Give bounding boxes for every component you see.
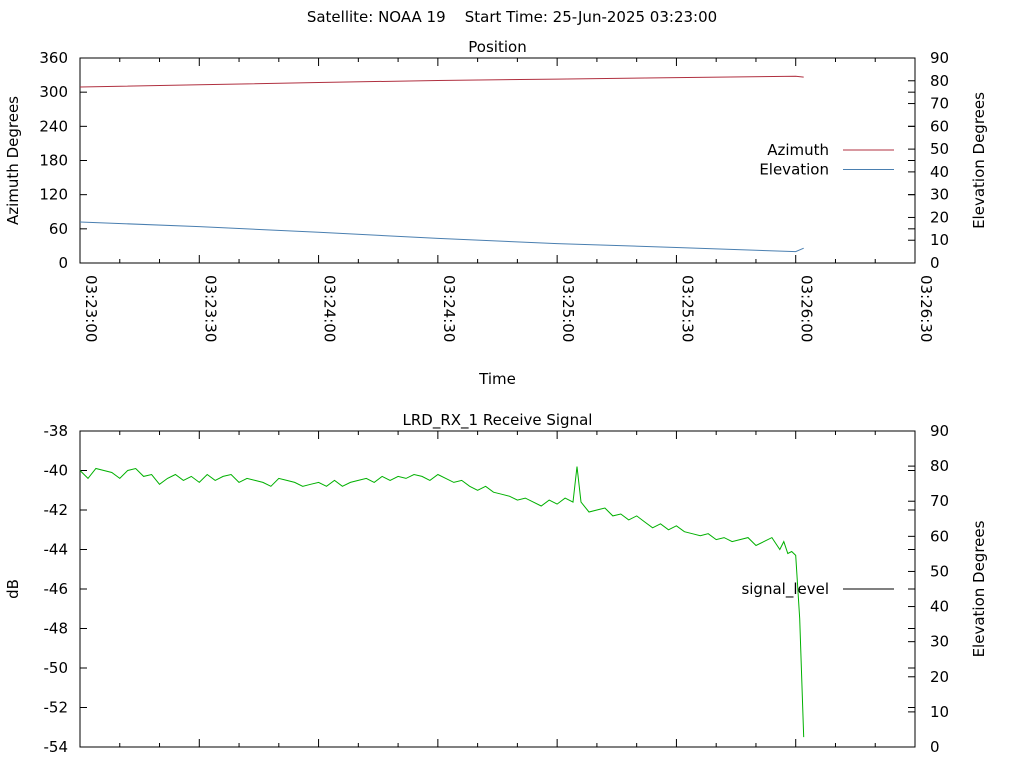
y-tick-label: 240 (39, 117, 68, 135)
series-line-azimuth (79, 75, 804, 88)
y-tick-label: 360 (39, 49, 68, 67)
y-tick-label: -40 (44, 462, 69, 480)
y2-tick-label: 50 (930, 562, 949, 580)
y2-tick-label: 20 (930, 208, 949, 226)
y2-axis-label: Elevation Degrees (970, 92, 988, 229)
y-tick-label: -44 (44, 541, 69, 559)
y-tick-label: -54 (44, 738, 69, 756)
y2-tick-label: 10 (930, 231, 949, 249)
start-time-label: Start Time: 25-Jun-2025 03:23:00 (464, 8, 718, 26)
y2-tick-label: 10 (930, 703, 949, 721)
series-line-signal-level (79, 466, 805, 738)
page-title: Satellite: NOAA 19 Start Time: 25-Jun-20… (0, 8, 1024, 26)
x-tick-label: 03:23:30 (201, 275, 219, 342)
y2-tick-label: 60 (930, 117, 949, 135)
y-tick-label: 120 (39, 186, 68, 204)
y2-tick-label: 90 (930, 422, 949, 440)
signal-chart: LRD_RX_1 Receive Signal -38 -40 -42 -44 -46 -4… (4, 411, 988, 756)
y2-tick-label: 40 (930, 598, 949, 616)
x-tick-label: 03:26:30 (917, 275, 935, 342)
series-line-elevation (79, 221, 804, 253)
y2-tick-label: 60 (930, 527, 949, 545)
y-tick-label: 0 (58, 254, 68, 272)
y-tick-label: -52 (44, 699, 69, 717)
y-tick-label: 180 (39, 152, 68, 170)
y2-tick-label: 20 (930, 668, 949, 686)
y-axis-label: Azimuth Degrees (4, 96, 22, 225)
y-tick-label: -46 (44, 580, 69, 598)
x-tick-label: 03:23:00 (82, 275, 100, 342)
y2-tick-label: 40 (930, 163, 949, 181)
y2-tick-label: 30 (930, 633, 949, 651)
chart-title: Position (468, 38, 526, 56)
x-tick-label: 03:25:00 (559, 275, 577, 342)
y-axis-label: dB (4, 579, 22, 599)
y2-tick-label: 80 (930, 457, 949, 475)
x-tick-label: 03:26:00 (798, 275, 816, 342)
legend-label: signal_level (741, 580, 829, 599)
y2-tick-label: 30 (930, 186, 949, 204)
y2-tick-label: 70 (930, 95, 949, 113)
x-tick-label: 03:24:30 (440, 275, 458, 342)
y-tick-label: -48 (44, 620, 69, 638)
y-tick-label: -38 (44, 422, 69, 440)
y2-tick-label: 70 (930, 492, 949, 510)
y-tick-label: -42 (44, 501, 69, 519)
legend-label: Azimuth (767, 141, 829, 159)
legend-label: Elevation (759, 161, 829, 179)
x-axis-label: Time (478, 370, 516, 388)
y2-tick-label: 0 (930, 738, 940, 756)
x-tick-label: 03:24:00 (321, 275, 339, 342)
y2-tick-label: 80 (930, 72, 949, 90)
y2-tick-label: 0 (930, 254, 940, 272)
chart-title: LRD_RX_1 Receive Signal (403, 411, 593, 430)
y2-tick-label: 50 (930, 140, 949, 158)
satellite-label: Satellite: NOAA 19 (306, 8, 446, 26)
position-chart: Position 0 60 120 180 240 300 360 0 10 20 30 40 50 60 7… (4, 38, 988, 388)
y-tick-label: 60 (49, 220, 68, 238)
y2-tick-label: 90 (930, 49, 949, 67)
y-tick-label: -50 (44, 659, 69, 677)
y-tick-label: 300 (39, 83, 68, 101)
x-tick-label: 03:25:30 (678, 275, 696, 342)
y2-axis-label: Elevation Degrees (970, 520, 988, 657)
